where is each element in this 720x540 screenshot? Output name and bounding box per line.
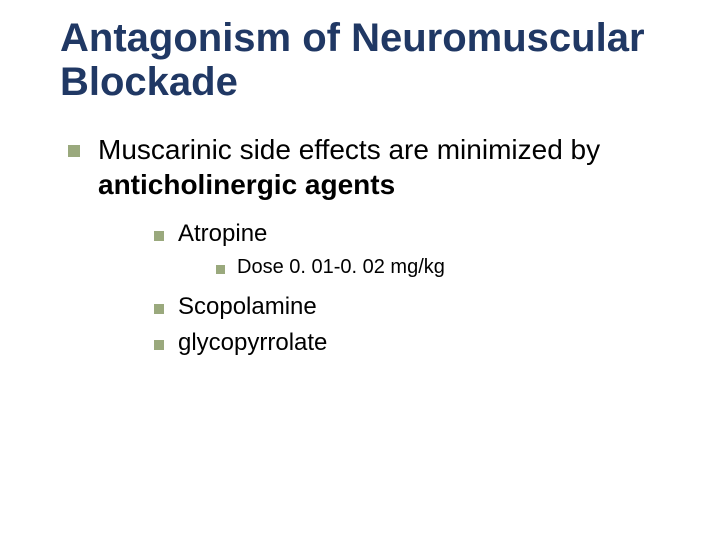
bullet-scopolamine: Scopolamine [154, 293, 680, 321]
bullet-main-text: Muscarinic side effects are minimized by… [98, 132, 680, 202]
square-bullet-icon [154, 231, 164, 241]
square-bullet-icon [154, 340, 164, 350]
square-bullet-icon [68, 145, 80, 157]
bullet-atropine-dose-text: Dose 0. 01-0. 02 mg/kg [237, 256, 680, 279]
square-bullet-icon [216, 265, 225, 274]
bullet-atropine-dose: Dose 0. 01-0. 02 mg/kg [216, 256, 680, 279]
bullet-glycopyrrolate-text: glycopyrrolate [178, 329, 680, 357]
slide-title: Antagonism of Neuromuscular Blockade [60, 16, 680, 104]
bullet-glycopyrrolate: glycopyrrolate [154, 329, 680, 357]
bullet-main-bold: anticholinergic agents [98, 169, 395, 200]
bullet-main: Muscarinic side effects are minimized by… [68, 132, 680, 202]
bullet-atropine-text: Atropine [178, 220, 680, 248]
slide: Antagonism of Neuromuscular Blockade Mus… [0, 0, 720, 540]
bullet-atropine: Atropine [154, 220, 680, 248]
bullet-main-pre: Muscarinic side effects are minimized by [98, 134, 600, 165]
square-bullet-icon [154, 304, 164, 314]
bullet-scopolamine-text: Scopolamine [178, 293, 680, 321]
